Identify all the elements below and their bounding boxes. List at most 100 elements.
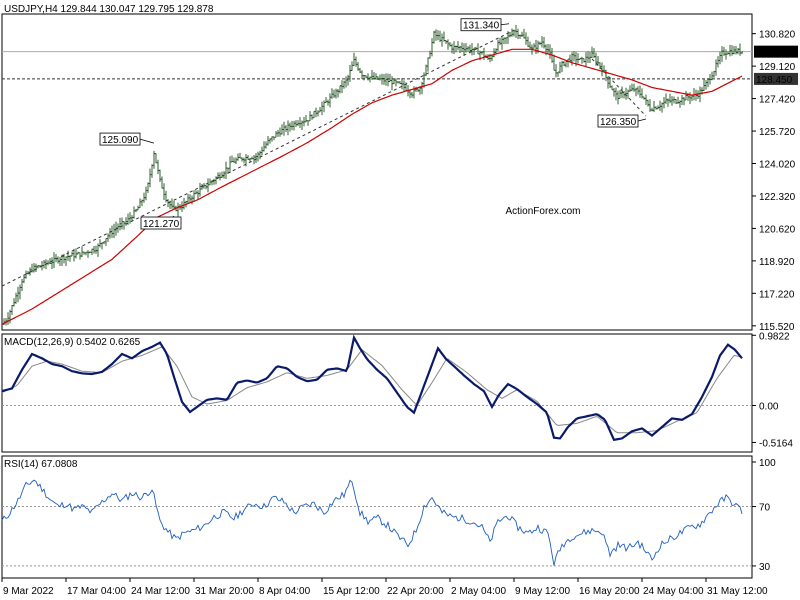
ohlc-bar: [579, 57, 581, 61]
ohlc-bar: [461, 42, 463, 52]
ohlc-bar: [621, 86, 623, 99]
ohlc-bar: [67, 250, 69, 261]
ohlc-bar: [79, 252, 81, 260]
rsi-panel: [1, 455, 753, 579]
ohlc-bar: [33, 263, 35, 273]
ohlc-bar: [259, 150, 261, 160]
macd-panel: [1, 333, 753, 453]
price-header: USDJPY,H4 129.844 130.047 129.795 129.87…: [4, 4, 214, 15]
ohlc-bar: [241, 157, 243, 162]
ohlc-bar: [593, 48, 595, 59]
ohlc-bar: [699, 86, 701, 103]
ohlc-bar: [553, 54, 555, 71]
ohlc-bar: [495, 48, 497, 55]
ohlc-bar: [57, 256, 59, 264]
ohlc-bar: [215, 176, 217, 185]
ohlc-bar: [557, 71, 559, 77]
ohlc-bar: [627, 89, 629, 99]
ohlc-bar: [311, 114, 313, 120]
ohlc-bar: [71, 251, 73, 257]
ohlc-bar: [105, 238, 107, 246]
ohlc-bar: [467, 46, 469, 52]
ohlc-bar: [427, 57, 429, 72]
ohlc-bar: [423, 72, 425, 88]
ohlc-bar: [547, 43, 549, 54]
ohlc-bar: [513, 29, 515, 37]
ohlc-bar: [233, 157, 235, 163]
price-panel: [1, 13, 753, 331]
ohlc-bar: [653, 100, 655, 113]
ohlc-bar: [391, 76, 393, 91]
ohlc-bar: [453, 41, 455, 55]
ohlc-bar: [649, 99, 651, 112]
annotation-label: 121.270: [143, 219, 180, 230]
ohlc-bar: [503, 37, 505, 45]
ohlc-bar: [433, 30, 435, 44]
price-tick-label: 115.520: [759, 322, 795, 333]
ohlc-bar: [315, 107, 317, 118]
ohlc-bar: [439, 30, 441, 43]
ohlc-bar: [481, 51, 483, 55]
downtrend-line: [591, 58, 647, 117]
ohlc-bar: [397, 81, 399, 84]
watermark: ActionForex.com: [505, 206, 580, 217]
ohlc-bar: [421, 81, 423, 95]
ohlc-bar: [609, 76, 611, 88]
ohlc-bar: [287, 120, 289, 136]
ohlc-bar: [141, 199, 143, 207]
ohlc-bar: [75, 248, 77, 259]
ohlc-bar: [11, 305, 13, 315]
ohlc-bar: [99, 239, 101, 248]
ohlc-bar: [641, 88, 643, 99]
ohlc-bar: [41, 260, 43, 271]
ohlc-bar: [45, 259, 47, 270]
ohlc-bar: [43, 259, 45, 269]
ohlc-bar: [153, 150, 155, 169]
ohlc-bar: [269, 138, 271, 144]
ohlc-bar: [723, 46, 725, 56]
ohlc-bar: [123, 221, 125, 230]
ohlc-bar: [209, 178, 211, 186]
ohlc-bar: [247, 155, 249, 160]
ohlc-bar: [473, 47, 475, 56]
ohlc-bar: [229, 156, 231, 174]
ohlc-bar: [13, 298, 15, 307]
ohlc-bar: [111, 225, 113, 238]
ohlc-bar: [663, 97, 665, 109]
ohlc-bar: [737, 47, 739, 55]
ohlc-bar: [173, 200, 175, 210]
ohlc-bar: [377, 76, 379, 81]
ohlc-bar: [523, 28, 525, 39]
macd-header: MACD(12,26,9) 0.5402 0.6265: [4, 337, 141, 348]
ohlc-bar: [519, 34, 521, 39]
ohlc-bar: [395, 78, 397, 87]
price-tick-label: 118.920: [759, 257, 795, 268]
ohlc-bar: [527, 36, 529, 48]
ohlc-bar: [145, 186, 147, 201]
annotation-label: 125.090: [102, 135, 139, 146]
ohlc-bar: [441, 33, 443, 47]
ohlc-bar: [549, 44, 551, 59]
ohlc-bar: [475, 46, 477, 50]
ohlc-bar: [635, 87, 637, 97]
ohlc-bar: [101, 242, 103, 250]
price-tick-label: 122.320: [759, 192, 796, 203]
ohlc-bar: [121, 217, 123, 230]
macd-tick-label: 0.00: [759, 402, 779, 413]
ohlc-bar: [169, 200, 171, 210]
ohlc-bar: [155, 153, 157, 164]
ohlc-bar: [613, 88, 615, 97]
ohlc-bar: [415, 86, 417, 92]
ohlc-bar: [275, 131, 277, 138]
ohlc-bar: [187, 193, 189, 204]
ohlc-bar: [217, 172, 219, 179]
ohlc-bar: [341, 80, 343, 94]
ohlc-bar: [691, 95, 693, 102]
ohlc-bar: [93, 246, 95, 254]
ohlc-bar: [463, 43, 465, 56]
ohlc-bar: [343, 80, 345, 89]
ohlc-bar: [401, 78, 403, 90]
ohlc-bar: [299, 117, 301, 128]
ohlc-bar: [509, 31, 511, 38]
